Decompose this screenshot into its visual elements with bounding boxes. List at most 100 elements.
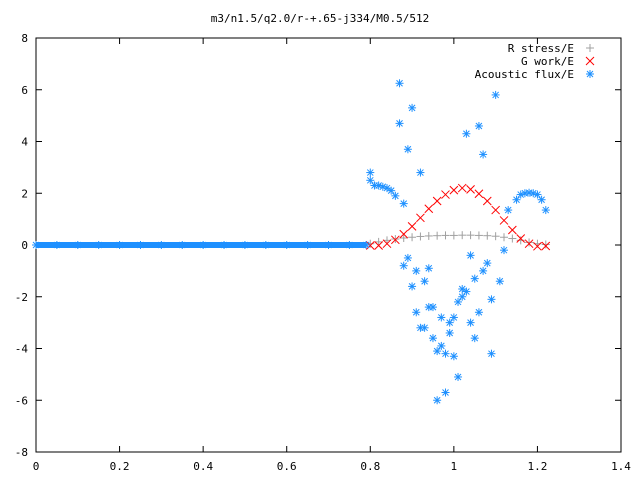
data-point — [437, 313, 446, 322]
data-point — [504, 206, 513, 215]
data-point — [382, 239, 392, 249]
data-point — [412, 308, 421, 317]
x-tick-label: 0.6 — [277, 460, 297, 473]
data-point — [445, 328, 454, 337]
data-point — [533, 241, 542, 251]
data-point — [412, 266, 421, 275]
data-point — [449, 185, 459, 195]
data-point — [416, 232, 425, 241]
data-point — [408, 233, 417, 242]
data-point — [500, 233, 508, 242]
data-point — [462, 287, 471, 296]
data-point — [433, 347, 442, 356]
data-point — [391, 235, 400, 245]
data-point — [403, 145, 412, 154]
x-tick-label: 1.4 — [611, 460, 631, 473]
data-point — [482, 196, 492, 206]
data-point — [399, 199, 408, 208]
y-tick-label: -4 — [15, 343, 29, 356]
data-point — [466, 231, 475, 240]
data-point — [408, 282, 417, 291]
data-point — [449, 231, 458, 240]
data-point — [424, 204, 434, 214]
data-point — [474, 189, 484, 199]
data-point — [374, 237, 383, 246]
data-point — [479, 150, 488, 159]
data-point — [395, 119, 404, 128]
data-point — [466, 318, 475, 327]
data-point — [474, 308, 483, 317]
y-tick-label: -6 — [15, 394, 28, 407]
y-tick-label: -8 — [15, 446, 28, 459]
data-point — [441, 231, 450, 240]
data-point — [458, 284, 467, 293]
chart-title: m3/n1.5/q2.0/r-+.65-j334/M0.5/512 — [211, 12, 430, 25]
data-point — [366, 176, 375, 185]
data-point — [449, 313, 458, 322]
y-tick-label: 8 — [21, 32, 28, 45]
data-point — [416, 213, 425, 223]
data-point — [491, 90, 500, 99]
data-point — [470, 334, 479, 343]
data-point — [416, 323, 425, 332]
data-point — [525, 238, 534, 247]
data-point — [366, 168, 375, 177]
data-point — [541, 240, 550, 249]
data-point — [487, 349, 496, 358]
data-point — [437, 341, 446, 350]
y-tick-label: 2 — [21, 187, 28, 200]
data-point — [458, 292, 467, 301]
data-point — [445, 318, 454, 327]
x-tick-label: 1 — [451, 460, 458, 473]
data-point — [454, 372, 463, 381]
data-point — [391, 191, 400, 200]
data-point — [541, 206, 550, 215]
data-point — [454, 297, 463, 306]
data-point — [416, 168, 425, 177]
data-point — [524, 239, 534, 249]
y-tick-label: 0 — [21, 239, 28, 252]
data-point — [424, 264, 433, 273]
data-point — [428, 334, 437, 343]
data-point — [516, 190, 525, 199]
data-point — [391, 235, 400, 244]
data-point — [408, 103, 417, 112]
x-tick-label: 0.8 — [360, 460, 380, 473]
data-point — [470, 274, 479, 283]
data-point — [516, 236, 525, 245]
data-point — [432, 196, 442, 206]
data-point — [441, 388, 450, 397]
data-point — [491, 205, 500, 215]
y-tick-label: 4 — [21, 136, 28, 149]
data-point — [403, 253, 412, 262]
data-point — [387, 186, 396, 195]
data-point — [466, 251, 475, 260]
data-point — [399, 261, 408, 270]
data-point — [533, 190, 542, 199]
data-point — [512, 195, 521, 204]
data-point — [529, 189, 538, 198]
data-point — [449, 352, 458, 361]
data-point — [537, 195, 546, 204]
legend-label: Acoustic flux/E — [475, 68, 574, 81]
data-point — [474, 121, 483, 130]
data-point — [383, 184, 391, 193]
data-point — [424, 303, 433, 312]
data-point — [441, 190, 450, 199]
x-tick-label: 0 — [33, 460, 40, 473]
data-point — [374, 241, 383, 250]
data-point — [487, 295, 496, 304]
data-point — [525, 188, 534, 197]
data-point — [466, 185, 475, 194]
data-point — [541, 241, 551, 251]
data-point — [483, 259, 492, 268]
data-point — [491, 232, 500, 241]
data-point — [420, 277, 429, 286]
data-point — [474, 231, 483, 240]
x-tick-label: 0.2 — [110, 460, 130, 473]
data-point — [462, 129, 471, 138]
y-tick-label: 6 — [21, 84, 28, 97]
data-point — [433, 231, 442, 240]
